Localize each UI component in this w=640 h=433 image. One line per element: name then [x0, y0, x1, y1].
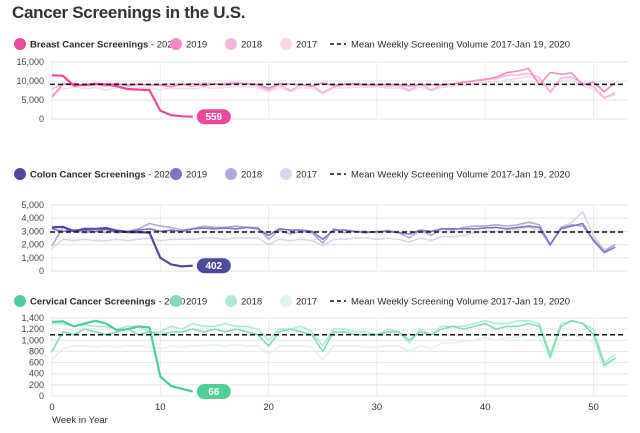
cervical-ytick-label: 1,200 — [21, 324, 44, 334]
cervical-series-2019-line — [51, 319, 616, 367]
breast-legend-2018-marker — [225, 38, 237, 50]
cervical-legend-2019-label: 2019 — [186, 297, 207, 308]
x-axis-title: Week in Year — [52, 415, 108, 426]
breast-panel: Breast Cancer Screenings - 2020 2019 2018 2… — [14, 38, 628, 125]
xtick-label: 20 — [263, 402, 274, 413]
cervical-legend-mean-label: Mean Weekly Screening Volume 2017-Jan 19… — [351, 297, 570, 308]
colon-series-2019-line — [51, 222, 616, 254]
colon-end-label: 402 — [205, 261, 222, 272]
colon-ytick-label: 1,000 — [21, 253, 44, 263]
colon-legend-2019-label: 2019 — [186, 170, 207, 181]
colon-legend-mean-label: Mean Weekly Screening Volume 2017-Jan 19… — [351, 170, 570, 181]
colon-legend-2020-name: Colon Cancer Screenings — [30, 170, 146, 181]
cervical-legend-2017-marker — [280, 295, 292, 307]
cervical-legend-2018-label: 2018 — [241, 297, 262, 308]
colon-ytick-label: 3,000 — [21, 226, 44, 236]
colon-legend: Colon Cancer Screenings - 2020 2019 2018 20… — [14, 168, 570, 181]
cervical-legend-2018-marker — [225, 295, 237, 307]
cervical-legend-2017-label: 2017 — [296, 297, 317, 308]
cervical-ytick-label: 600 — [29, 358, 44, 368]
colon-legend-2018-marker — [225, 168, 237, 180]
colon-legend-2020-label: Colon Cancer Screenings - 2020 — [30, 170, 175, 181]
colon-ytick-label: 0 — [39, 266, 44, 276]
breast-legend-2019-label: 2019 — [186, 40, 207, 51]
breast-legend-2020-name: Breast Cancer Screenings — [30, 40, 148, 51]
breast-legend-2020-year: - 2020 — [148, 40, 178, 51]
cervical-legend-2020-label: Cervical Cancer Screenings - 2020 — [30, 297, 185, 308]
cervical-ytick-label: 1,000 — [21, 335, 44, 345]
xtick-label: 50 — [588, 402, 599, 413]
colon-ytick-label: 4,000 — [21, 213, 44, 223]
breast-legend-2019-marker — [170, 38, 182, 50]
cervical-ytick-label: 800 — [29, 346, 44, 356]
colon-ytick-label: 5,000 — [21, 200, 44, 210]
cervical-legend-2019-marker — [170, 295, 182, 307]
cervical-legend-2020-name: Cervical Cancer Screenings — [30, 297, 156, 308]
colon-legend-2018-label: 2018 — [241, 170, 262, 181]
xtick-label: 10 — [155, 402, 166, 413]
breast-legend-2020-marker — [14, 38, 26, 50]
breast-legend-2017-label: 2017 — [296, 40, 317, 51]
breast-legend: Breast Cancer Screenings - 2020 2019 2018 2… — [14, 38, 570, 51]
breast-legend-2017-marker — [280, 38, 292, 50]
cervical-ytick-label: 400 — [29, 369, 44, 379]
breast-series-2020-line — [51, 74, 193, 118]
breast-end-label: 559 — [205, 112, 222, 123]
cervical-legend-2020-marker — [14, 295, 26, 307]
colon-legend-2019-marker — [170, 168, 182, 180]
breast-ytick-label: 5,000 — [21, 95, 44, 105]
colon-panel: Colon Cancer Screenings - 2020 2019 2018 20… — [14, 168, 628, 276]
breast-legend-2018-label: 2018 — [241, 40, 262, 51]
xtick-label: 0 — [49, 402, 54, 413]
cervical-series-2017-line — [51, 333, 616, 369]
cervical-ytick-label: 1,400 — [21, 313, 44, 323]
cervical-series-2018-line — [52, 319, 616, 364]
colon-ytick-label: 2,000 — [21, 240, 44, 250]
colon-legend-2020-year: - 2020 — [146, 170, 176, 181]
xtick-label: 30 — [372, 402, 383, 413]
cervical-ytick-label: 0 — [39, 391, 44, 401]
breast-legend-mean-label: Mean Weekly Screening Volume 2017-Jan 19… — [351, 40, 570, 51]
breast-end-label-pill — [196, 109, 231, 125]
breast-ytick-label: 15,000 — [16, 57, 44, 67]
breast-legend-2020-label: Breast Cancer Screenings - 2020 — [30, 40, 178, 51]
page-title: Cancer Screenings in the U.S. — [12, 3, 246, 22]
xtick-label: 40 — [480, 402, 491, 413]
breast-ytick-label: 10,000 — [16, 76, 44, 86]
colon-series-2018-line — [51, 221, 616, 252]
cervical-ytick-label: 200 — [29, 380, 44, 390]
colon-end-label-pill — [196, 258, 231, 274]
colon-legend-2017-marker — [280, 168, 292, 180]
colon-legend-2020-marker — [14, 168, 26, 180]
breast-ytick-label: 0 — [39, 114, 44, 124]
breast-series-2019-line — [51, 67, 616, 98]
colon-series-2017-line — [51, 210, 616, 251]
cervical-end-label-pill — [196, 384, 231, 400]
cervical-series-2020-line — [51, 319, 194, 393]
cervical-end-label: 66 — [208, 387, 220, 398]
colon-legend-2017-label: 2017 — [296, 170, 317, 181]
